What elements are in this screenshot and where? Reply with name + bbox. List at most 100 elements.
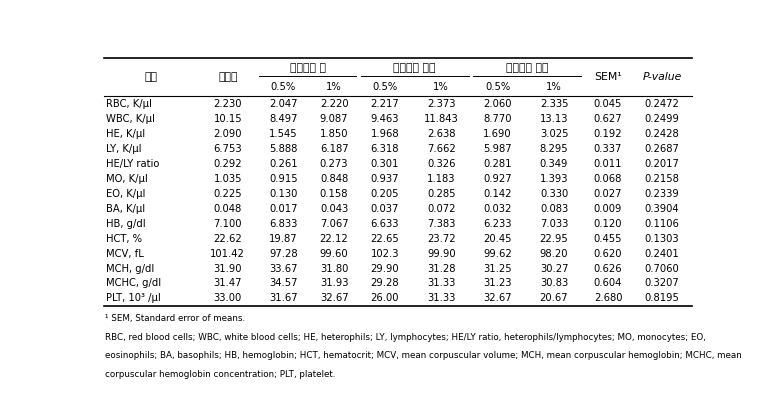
Text: RBC, red blood cells; WBC, white blood cells; HE, heterophils; LY, lymphocytes; : RBC, red blood cells; WBC, white blood c…	[105, 333, 706, 341]
Text: 0.273: 0.273	[320, 159, 348, 169]
Text: 0.3207: 0.3207	[645, 278, 679, 289]
Text: 99.60: 99.60	[320, 249, 348, 258]
Text: 34.57: 34.57	[269, 278, 297, 289]
Text: 0.301: 0.301	[371, 159, 399, 169]
Text: 0.627: 0.627	[594, 114, 622, 124]
Text: P-value: P-value	[642, 72, 682, 82]
Text: 5.888: 5.888	[269, 144, 297, 154]
Text: 1.035: 1.035	[214, 173, 242, 184]
Text: 33.67: 33.67	[269, 264, 297, 274]
Text: 2.680: 2.680	[594, 293, 622, 303]
Text: 0.205: 0.205	[371, 189, 399, 198]
Text: 1.545: 1.545	[269, 129, 298, 139]
Text: WBC, K/μl: WBC, K/μl	[106, 114, 155, 124]
Text: corpuscular hemoglobin concentration; PLT, platelet.: corpuscular hemoglobin concentration; PL…	[105, 370, 335, 380]
Text: 31.90: 31.90	[214, 264, 242, 274]
Text: 0.068: 0.068	[594, 173, 622, 184]
Text: 0.455: 0.455	[594, 233, 622, 243]
Text: 7.100: 7.100	[214, 219, 242, 229]
Text: HCT, %: HCT, %	[106, 233, 142, 243]
Text: 0.337: 0.337	[594, 144, 622, 154]
Text: 9.463: 9.463	[371, 114, 399, 124]
Text: 2.090: 2.090	[214, 129, 242, 139]
Text: 0.2158: 0.2158	[645, 173, 679, 184]
Text: 98.20: 98.20	[540, 249, 568, 258]
Text: 1%: 1%	[433, 82, 449, 92]
Text: 0.281: 0.281	[483, 159, 512, 169]
Text: 2.220: 2.220	[320, 99, 348, 109]
Text: 0.915: 0.915	[269, 173, 298, 184]
Text: 31.25: 31.25	[483, 264, 512, 274]
Text: 0.620: 0.620	[594, 249, 622, 258]
Text: 97.28: 97.28	[269, 249, 298, 258]
Text: 0.2472: 0.2472	[645, 99, 679, 109]
Text: 항목: 항목	[144, 72, 157, 82]
Text: 5.987: 5.987	[483, 144, 512, 154]
Text: 0.5%: 0.5%	[485, 82, 510, 92]
Text: 26.00: 26.00	[371, 293, 399, 303]
Text: 7.383: 7.383	[427, 219, 455, 229]
Text: 0.225: 0.225	[213, 189, 242, 198]
Text: 99.62: 99.62	[483, 249, 512, 258]
Text: 2.373: 2.373	[427, 99, 455, 109]
Text: 0.009: 0.009	[594, 204, 622, 214]
Text: 2.335: 2.335	[540, 99, 568, 109]
Text: 8.295: 8.295	[540, 144, 568, 154]
Text: 22.62: 22.62	[213, 233, 242, 243]
Text: 31.47: 31.47	[214, 278, 242, 289]
Text: 1.183: 1.183	[427, 173, 455, 184]
Text: 2.217: 2.217	[371, 99, 399, 109]
Text: 13.13: 13.13	[540, 114, 568, 124]
Text: 0.349: 0.349	[540, 159, 568, 169]
Text: 0.292: 0.292	[213, 159, 242, 169]
Text: MCV, fL: MCV, fL	[106, 249, 144, 258]
Text: 31.67: 31.67	[269, 293, 298, 303]
Text: 0.032: 0.032	[483, 204, 512, 214]
Text: 0.2687: 0.2687	[645, 144, 679, 154]
Text: 29.28: 29.28	[371, 278, 399, 289]
Text: 1%: 1%	[546, 82, 562, 92]
Text: 6.187: 6.187	[320, 144, 348, 154]
Text: 2.638: 2.638	[427, 129, 455, 139]
Text: 23.72: 23.72	[427, 233, 455, 243]
Text: 30.27: 30.27	[540, 264, 568, 274]
Text: 0.017: 0.017	[269, 204, 297, 214]
Text: 31.93: 31.93	[320, 278, 348, 289]
Text: 30.83: 30.83	[540, 278, 568, 289]
Text: 99.90: 99.90	[427, 249, 455, 258]
Text: 6.833: 6.833	[269, 219, 297, 229]
Text: 2.047: 2.047	[269, 99, 297, 109]
Text: 22.65: 22.65	[371, 233, 399, 243]
Text: 7.067: 7.067	[320, 219, 348, 229]
Text: 0.2339: 0.2339	[645, 189, 679, 198]
Text: MCHC, g/dl: MCHC, g/dl	[106, 278, 161, 289]
Text: eosinophils; BA, basophils; HB, hemoglobin; HCT, hematocrit; MCV, mean corpuscul: eosinophils; BA, basophils; HB, hemoglob…	[105, 351, 742, 360]
Text: 33.00: 33.00	[214, 293, 242, 303]
Text: 32.67: 32.67	[320, 293, 348, 303]
Text: 0.1303: 0.1303	[645, 233, 679, 243]
Text: 6.633: 6.633	[371, 219, 399, 229]
Text: MCH, g/dl: MCH, g/dl	[106, 264, 154, 274]
Text: 0.5%: 0.5%	[372, 82, 398, 92]
Text: 20.67: 20.67	[540, 293, 568, 303]
Text: ¹ SEM, Standard error of means.: ¹ SEM, Standard error of means.	[105, 314, 245, 323]
Text: 31.23: 31.23	[483, 278, 512, 289]
Text: 열폄건조 잎: 열폄건조 잎	[290, 63, 326, 73]
Text: 0.626: 0.626	[594, 264, 622, 274]
Text: 0.927: 0.927	[483, 173, 512, 184]
Text: 31.33: 31.33	[427, 278, 455, 289]
Text: EO, K/μl: EO, K/μl	[106, 189, 145, 198]
Text: 6.233: 6.233	[483, 219, 512, 229]
Text: 0.083: 0.083	[540, 204, 568, 214]
Text: 1.850: 1.850	[320, 129, 348, 139]
Text: 0.1106: 0.1106	[645, 219, 679, 229]
Text: 0.037: 0.037	[371, 204, 399, 214]
Text: 11.843: 11.843	[424, 114, 459, 124]
Text: 6.753: 6.753	[213, 144, 242, 154]
Text: 7.033: 7.033	[540, 219, 568, 229]
Text: 10.15: 10.15	[213, 114, 242, 124]
Text: 22.95: 22.95	[540, 233, 568, 243]
Text: 0.045: 0.045	[594, 99, 622, 109]
Text: 1.690: 1.690	[483, 129, 512, 139]
Text: HE/LY ratio: HE/LY ratio	[106, 159, 160, 169]
